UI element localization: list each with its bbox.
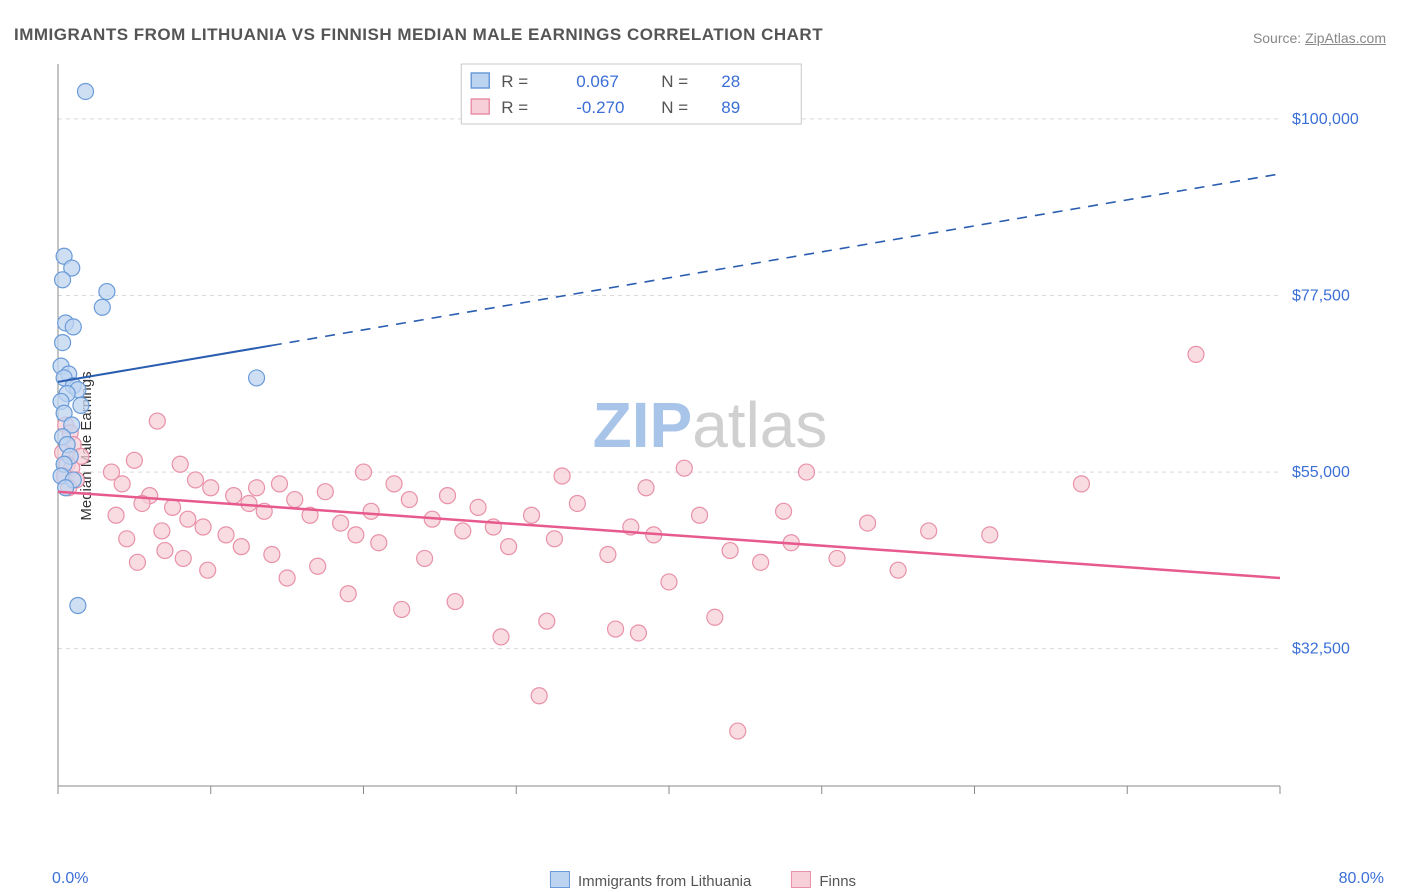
scatter-chart: $32,500 $55,000 $77,500 $100,000 R = 0.067 N =… xyxy=(50,60,1370,820)
x-axis-min-label: 0.0% xyxy=(52,870,88,888)
svg-text:R =: R = xyxy=(501,72,528,91)
svg-text:89: 89 xyxy=(721,98,740,117)
x-axis-max-label: 80.0% xyxy=(1339,870,1384,888)
legend-item-lithuania: Immigrants from Lithuania xyxy=(550,871,751,890)
svg-text:0.067: 0.067 xyxy=(576,72,619,91)
chart-title: IMMIGRANTS FROM LITHUANIA VS FINNISH MED… xyxy=(14,25,823,45)
svg-text:R =: R = xyxy=(501,98,528,117)
svg-text:N =: N = xyxy=(661,98,688,117)
legend-item-finns: Finns xyxy=(791,871,856,890)
svg-text:N =: N = xyxy=(661,72,688,91)
legend-swatch-lithuania xyxy=(550,871,570,888)
svg-text:$32,500: $32,500 xyxy=(1292,641,1350,658)
svg-text:-0.270: -0.270 xyxy=(576,98,624,117)
svg-text:$100,000: $100,000 xyxy=(1292,111,1359,128)
svg-text:28: 28 xyxy=(721,72,740,91)
svg-text:$55,000: $55,000 xyxy=(1292,464,1350,481)
legend-swatch-finns xyxy=(791,871,811,888)
bottom-legend: Immigrants from Lithuania Finns xyxy=(550,871,856,890)
chart-svg: $32,500 $55,000 $77,500 $100,000 R = 0.067 N =… xyxy=(50,60,1370,820)
svg-text:$77,500: $77,500 xyxy=(1292,288,1350,305)
source-attribution: Source: ZipAtlas.com xyxy=(1253,30,1386,46)
